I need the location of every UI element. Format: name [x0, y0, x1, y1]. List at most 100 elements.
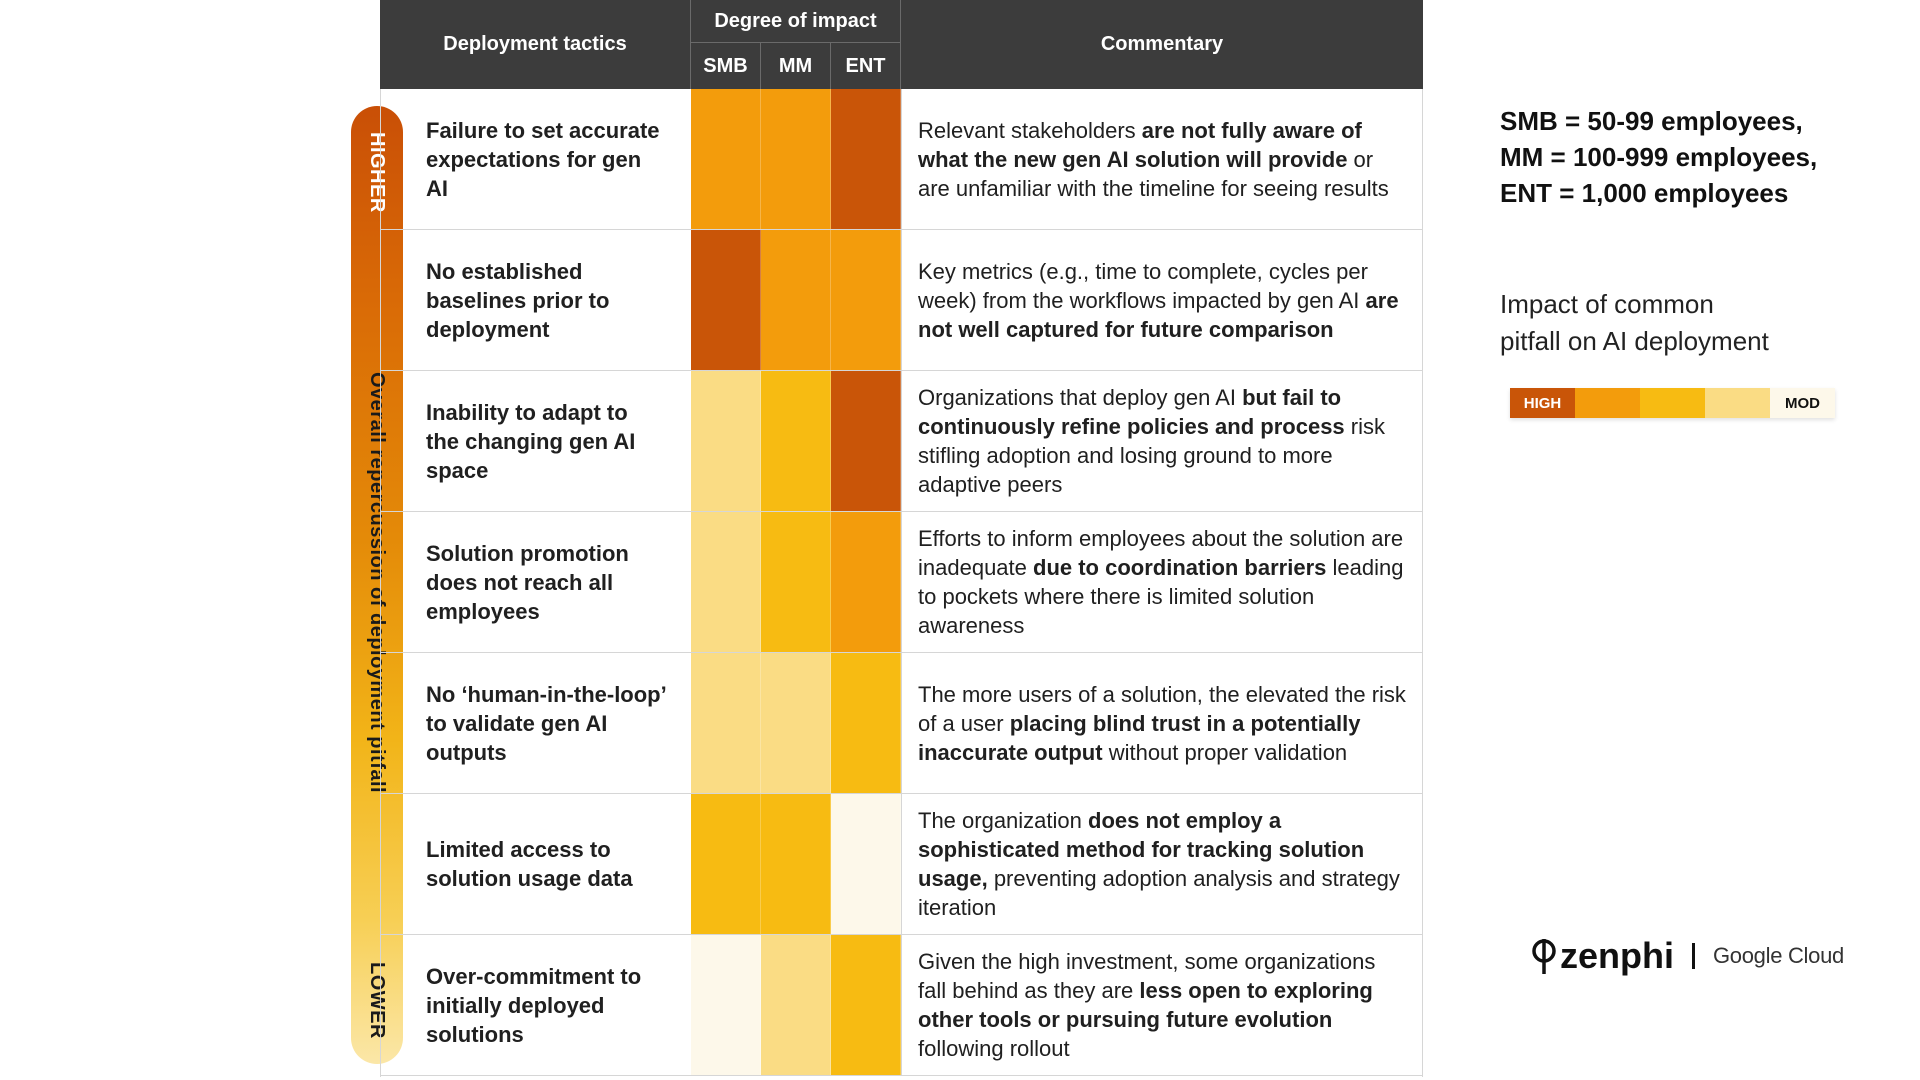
commentary-text: Organizations that deploy gen AI but fai…	[918, 383, 1409, 499]
commentary-emphasis: are not well captured for future compari…	[918, 287, 1399, 342]
tactic-cell: Failure to set accurate expectations for…	[380, 89, 691, 229]
impact-cell-smb	[691, 512, 761, 652]
header-degree-of-impact: Degree of impact	[691, 0, 901, 43]
commentary-run: Efforts to inform employees about the so…	[918, 526, 1404, 580]
impact-cell-smb	[691, 935, 761, 1075]
impact-cell-ent	[831, 89, 901, 229]
impact-cell-ent	[831, 935, 901, 1075]
table-row: Limited access to solution usage data Th…	[380, 794, 1423, 935]
commentary-emphasis: but fail to continuously refine policies…	[918, 385, 1345, 439]
impact-cell-ent	[831, 794, 901, 934]
tactic-label: No ‘human-in-the-loop’ to validate gen A…	[426, 681, 666, 765]
tactic-label: Inability to adapt to the changing gen A…	[426, 399, 636, 483]
impact-cell-smb	[691, 230, 761, 370]
commentary-run: Relevant stakeholders	[918, 117, 1142, 143]
tactic-cell: No established baselines prior to deploy…	[380, 230, 691, 370]
commentary-text: Efforts to inform employees about the so…	[918, 524, 1409, 640]
tactic-label: Limited access to solution usage data	[426, 837, 633, 891]
impact-color-scale: HIGH MOD	[1510, 388, 1835, 418]
commentary-run: Key metrics (e.g., time to complete, cyc…	[918, 258, 1368, 313]
commentary-run: following rollout	[918, 1036, 1070, 1061]
commentary-run: The organization	[918, 808, 1088, 833]
scale-step-3	[1640, 388, 1705, 418]
table-row: Solution promotion does not reach all em…	[380, 512, 1423, 653]
impact-cell-mm	[761, 512, 831, 652]
side-label-higher: HIGHER	[366, 132, 388, 213]
zenphi-logo-icon	[1532, 939, 1556, 974]
commentary-run: or are unfamiliar with the timeline for …	[918, 146, 1389, 201]
header-commentary: Commentary	[1100, 33, 1224, 55]
commentary-cell: Given the high investment, some organiza…	[901, 935, 1423, 1075]
impact-legend-title: Impact of common pitfall on AI deploymen…	[1500, 286, 1769, 360]
tactic-cell: Solution promotion does not reach all em…	[380, 512, 691, 652]
header-deployment-tactics: Deployment tactics	[380, 0, 691, 89]
impact-cell-smb	[691, 794, 761, 934]
side-label-repercussion: Overall repercussion of deployment pitfa…	[366, 372, 388, 794]
impact-cell-ent	[831, 653, 901, 793]
logo-separator	[1692, 943, 1695, 969]
header-ent: ENT	[831, 43, 901, 89]
header-smb: SMB	[691, 43, 761, 89]
impact-cell-mm	[761, 371, 831, 511]
commentary-cell: The more users of a solution, the elevat…	[901, 653, 1423, 793]
table-header: Deployment tactics Degree of impact SMB …	[380, 0, 1423, 89]
commentary-run: without proper validation	[1102, 739, 1348, 765]
tactic-cell: Limited access to solution usage data	[380, 794, 691, 934]
impact-cell-mm	[761, 230, 831, 370]
commentary-emphasis: less open to exploring other tools or pu…	[918, 978, 1373, 1032]
commentary-run: risk stifling adoption and losing ground…	[918, 414, 1385, 497]
commentary-run: Organizations that deploy gen AI	[918, 385, 1243, 410]
table-row: Inability to adapt to the changing gen A…	[380, 371, 1423, 512]
commentary-run: preventing adoption analysis and strateg…	[918, 866, 1400, 920]
pitfall-table: Deployment tactics Degree of impact SMB …	[380, 0, 1423, 1076]
tactic-label: Over-commitment to initially deployed so…	[426, 963, 642, 1047]
impact-cell-smb	[691, 371, 761, 511]
impact-cell-mm	[761, 935, 831, 1075]
commentary-text: The organization does not employ a sophi…	[918, 806, 1409, 922]
impact-cell-smb	[691, 653, 761, 793]
commentary-cell: Key metrics (e.g., time to complete, cyc…	[901, 230, 1423, 370]
commentary-text: The more users of a solution, the elevat…	[918, 680, 1409, 767]
commentary-run: Given the high investment, some organiza…	[918, 949, 1376, 1003]
tactic-cell: Over-commitment to initially deployed so…	[380, 935, 691, 1075]
table-row: No established baselines prior to deploy…	[380, 230, 1423, 371]
commentary-cell: Relevant stakeholders are not fully awar…	[901, 89, 1423, 229]
commentary-text: Given the high investment, some organiza…	[918, 947, 1409, 1063]
commentary-emphasis: are not fully aware of what the new gen …	[918, 117, 1362, 172]
impact-cell-mm	[761, 653, 831, 793]
commentary-emphasis: due to coordination barriers	[1033, 555, 1327, 580]
commentary-text: Relevant stakeholders are not fully awar…	[918, 116, 1409, 203]
commentary-cell: The organization does not employ a sophi…	[901, 794, 1423, 934]
commentary-text: Key metrics (e.g., time to complete, cyc…	[918, 257, 1409, 344]
table-row: No ‘human-in-the-loop’ to validate gen A…	[380, 653, 1423, 794]
impact-cell-smb	[691, 89, 761, 229]
impact-cell-ent	[831, 371, 901, 511]
commentary-cell: Organizations that deploy gen AI but fai…	[901, 371, 1423, 511]
repercussion-gradient-bar	[351, 106, 403, 1064]
zenphi-logo-text: zenphi	[1560, 935, 1674, 976]
scale-step-2	[1575, 388, 1640, 418]
impact-legend-line-1: Impact of common	[1500, 289, 1714, 319]
table-row: Failure to set accurate expectations for…	[380, 89, 1423, 230]
google-cloud-logo-text: Google Cloud	[1713, 943, 1844, 968]
smb-definition: SMB = 50-99 employees,	[1500, 106, 1803, 136]
table-row: Over-commitment to initially deployed so…	[380, 935, 1423, 1076]
impact-cell-mm	[761, 89, 831, 229]
impact-legend-line-2: pitfall on AI deployment	[1500, 326, 1769, 356]
tactic-cell: Inability to adapt to the changing gen A…	[380, 371, 691, 511]
tactic-label: No established baselines prior to deploy…	[426, 258, 610, 342]
impact-cell-ent	[831, 512, 901, 652]
commentary-emphasis: placing blind trust in a potentially ina…	[918, 710, 1361, 765]
commentary-emphasis: does not employ a sophisticated method f…	[918, 808, 1365, 891]
table-body: Failure to set accurate expectations for…	[380, 89, 1423, 1076]
segment-definitions: SMB = 50-99 employees, MM = 100-999 empl…	[1500, 103, 1817, 211]
side-label-lower: LOWER	[366, 962, 388, 1039]
tactic-cell: No ‘human-in-the-loop’ to validate gen A…	[380, 653, 691, 793]
commentary-run: The more users of a solution, the elevat…	[918, 681, 1406, 736]
impact-cell-ent	[831, 230, 901, 370]
tactic-label: Failure to set accurate expectations for…	[426, 117, 660, 201]
impact-cell-mm	[761, 794, 831, 934]
ent-definition: ENT = 1,000 employees	[1500, 178, 1789, 208]
scale-high: HIGH	[1510, 388, 1575, 418]
mm-definition: MM = 100-999 employees,	[1500, 142, 1818, 172]
